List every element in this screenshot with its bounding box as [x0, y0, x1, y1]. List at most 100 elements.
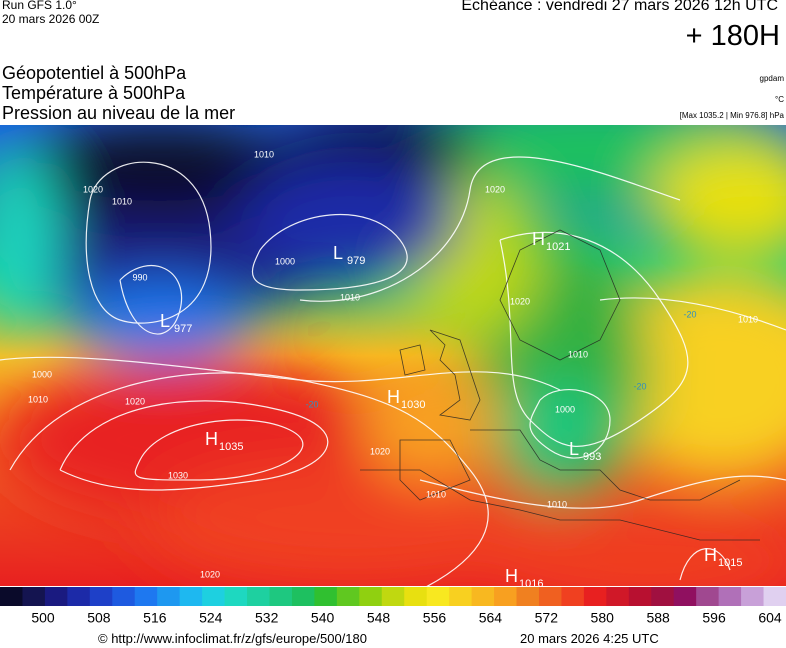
temperature-label: -20	[633, 381, 646, 391]
colorbar-swatch	[269, 587, 293, 606]
colorbar-swatch	[247, 587, 270, 606]
colorbar-swatch	[673, 587, 697, 606]
isobar-label: 1020	[200, 569, 220, 579]
colorbar-swatch	[516, 587, 540, 606]
center-value: 1021	[546, 241, 570, 253]
center-letter: L	[569, 439, 579, 459]
colorbar-swatch	[538, 587, 562, 606]
colorbar-tick-label: 500	[31, 610, 55, 626]
colorbar-swatch	[404, 587, 428, 606]
center-letter: H	[532, 229, 545, 249]
isobar-label: 1020	[485, 184, 505, 194]
colorbar-swatch	[628, 587, 652, 606]
colorbar-swatch	[359, 587, 383, 606]
colorbar-swatch	[336, 587, 360, 606]
isobar-label: 1010	[738, 314, 758, 324]
center-value: 993	[583, 451, 601, 463]
colorbar-swatch	[314, 587, 338, 606]
isobar-label: 1010	[340, 292, 360, 302]
isobar-label: 1000	[275, 256, 295, 266]
colorbar-swatch	[606, 587, 630, 606]
colorbar-swatch	[449, 587, 473, 606]
isobar-label: 1020	[370, 446, 390, 456]
center-value: 1030	[401, 399, 425, 411]
colorbar-swatch	[741, 587, 765, 606]
lead-time: + 180H	[685, 20, 780, 52]
colorbar-tick-label: 580	[591, 610, 615, 626]
title: Géopotentiel à 500hPa	[2, 63, 187, 83]
colorbar-swatch	[718, 587, 742, 606]
colorbar-tick-label: 604	[758, 610, 782, 626]
colorbar-swatch	[381, 587, 405, 606]
colorbar-swatch	[89, 587, 113, 606]
isobars	[0, 156, 786, 586]
colorbar-swatch	[112, 587, 136, 606]
isobar-label: 1010	[254, 149, 274, 159]
center-letter: H	[704, 545, 717, 565]
isobar-label: 990	[132, 272, 147, 282]
pressure-range: [Max 1035.2 | Min 976.8] hPa	[679, 111, 784, 120]
isobar-label: 1010	[112, 196, 132, 206]
center-value: 1035	[219, 441, 243, 453]
colorbar-swatch	[44, 587, 68, 606]
colorbar-tick-label: 540	[311, 610, 335, 626]
temperature-label: -20	[683, 309, 696, 319]
colorbar-swatch	[202, 587, 226, 606]
colorbar-swatch	[157, 587, 181, 606]
colorbar-swatch	[179, 587, 203, 606]
center-value: 977	[174, 323, 192, 335]
temperature-label: -20	[305, 399, 318, 409]
colorbar-tick-label: 596	[702, 610, 726, 626]
colorbar-tick-label: 508	[87, 610, 111, 626]
isobar-label: 1020	[125, 396, 145, 406]
coastlines	[360, 229, 760, 541]
colorbar-tick-label: 524	[199, 610, 223, 626]
center-letter: L	[160, 311, 170, 331]
generated-time: 20 mars 2026 4:25 UTC	[520, 631, 659, 646]
run-date: 20 mars 2026 00Z	[2, 12, 100, 26]
forecast-time: Echéance : vendredi 27 mars 2026 12h UTC	[461, 0, 778, 14]
isobar-label: 1020	[83, 184, 103, 194]
isobar-label: 1000	[555, 404, 575, 414]
unit-label: °C	[775, 95, 784, 104]
colorbar-swatch	[224, 587, 248, 606]
center-letter: H	[387, 387, 400, 407]
colorbar-tick-label: 564	[479, 610, 503, 626]
colorbar-swatch	[426, 587, 450, 606]
colorbar-tick-label: 556	[423, 610, 447, 626]
colorbar-swatch	[134, 587, 158, 606]
run-label: Run GFS 1.0°	[2, 0, 77, 12]
colorbar-tick-label: 516	[143, 610, 167, 626]
center-letter: H	[205, 429, 218, 449]
isobar-label: 1010	[568, 349, 588, 359]
center-letter: H	[505, 566, 518, 586]
center-value: 1016	[519, 578, 543, 590]
colorbar-swatch	[763, 587, 786, 606]
colorbar-swatch	[583, 587, 607, 606]
colorbar-swatch	[291, 587, 315, 606]
isobar-label: 1010	[426, 489, 446, 499]
colorbar-swatch	[67, 587, 91, 606]
center-value: 1015	[718, 557, 742, 569]
colorbar-swatch	[651, 587, 675, 606]
colorbar-swatch	[471, 587, 495, 606]
colorbar-tick-label: 588	[646, 610, 670, 626]
title: Pression au niveau de la mer	[2, 103, 236, 123]
unit-label: gpdam	[759, 74, 784, 83]
colorbar-swatch	[22, 587, 46, 606]
colorbar-swatch	[494, 587, 518, 606]
colorbar-tick-label: 532	[255, 610, 279, 626]
colorbar-tick-label: 548	[367, 610, 391, 626]
isobar-label: 1010	[547, 499, 567, 509]
isobar-label: 1000	[32, 369, 52, 379]
center-letter: L	[333, 243, 343, 263]
colorbar-swatch	[561, 587, 585, 606]
isobar-label: 1020	[510, 296, 530, 306]
isobar-label: 1010	[28, 394, 48, 404]
colorbar-swatch	[0, 587, 23, 606]
isobar-label: 1030	[168, 470, 188, 480]
title: Température à 500hPa	[2, 83, 186, 103]
colorbar-swatch	[696, 587, 720, 606]
center-value: 979	[347, 255, 365, 267]
